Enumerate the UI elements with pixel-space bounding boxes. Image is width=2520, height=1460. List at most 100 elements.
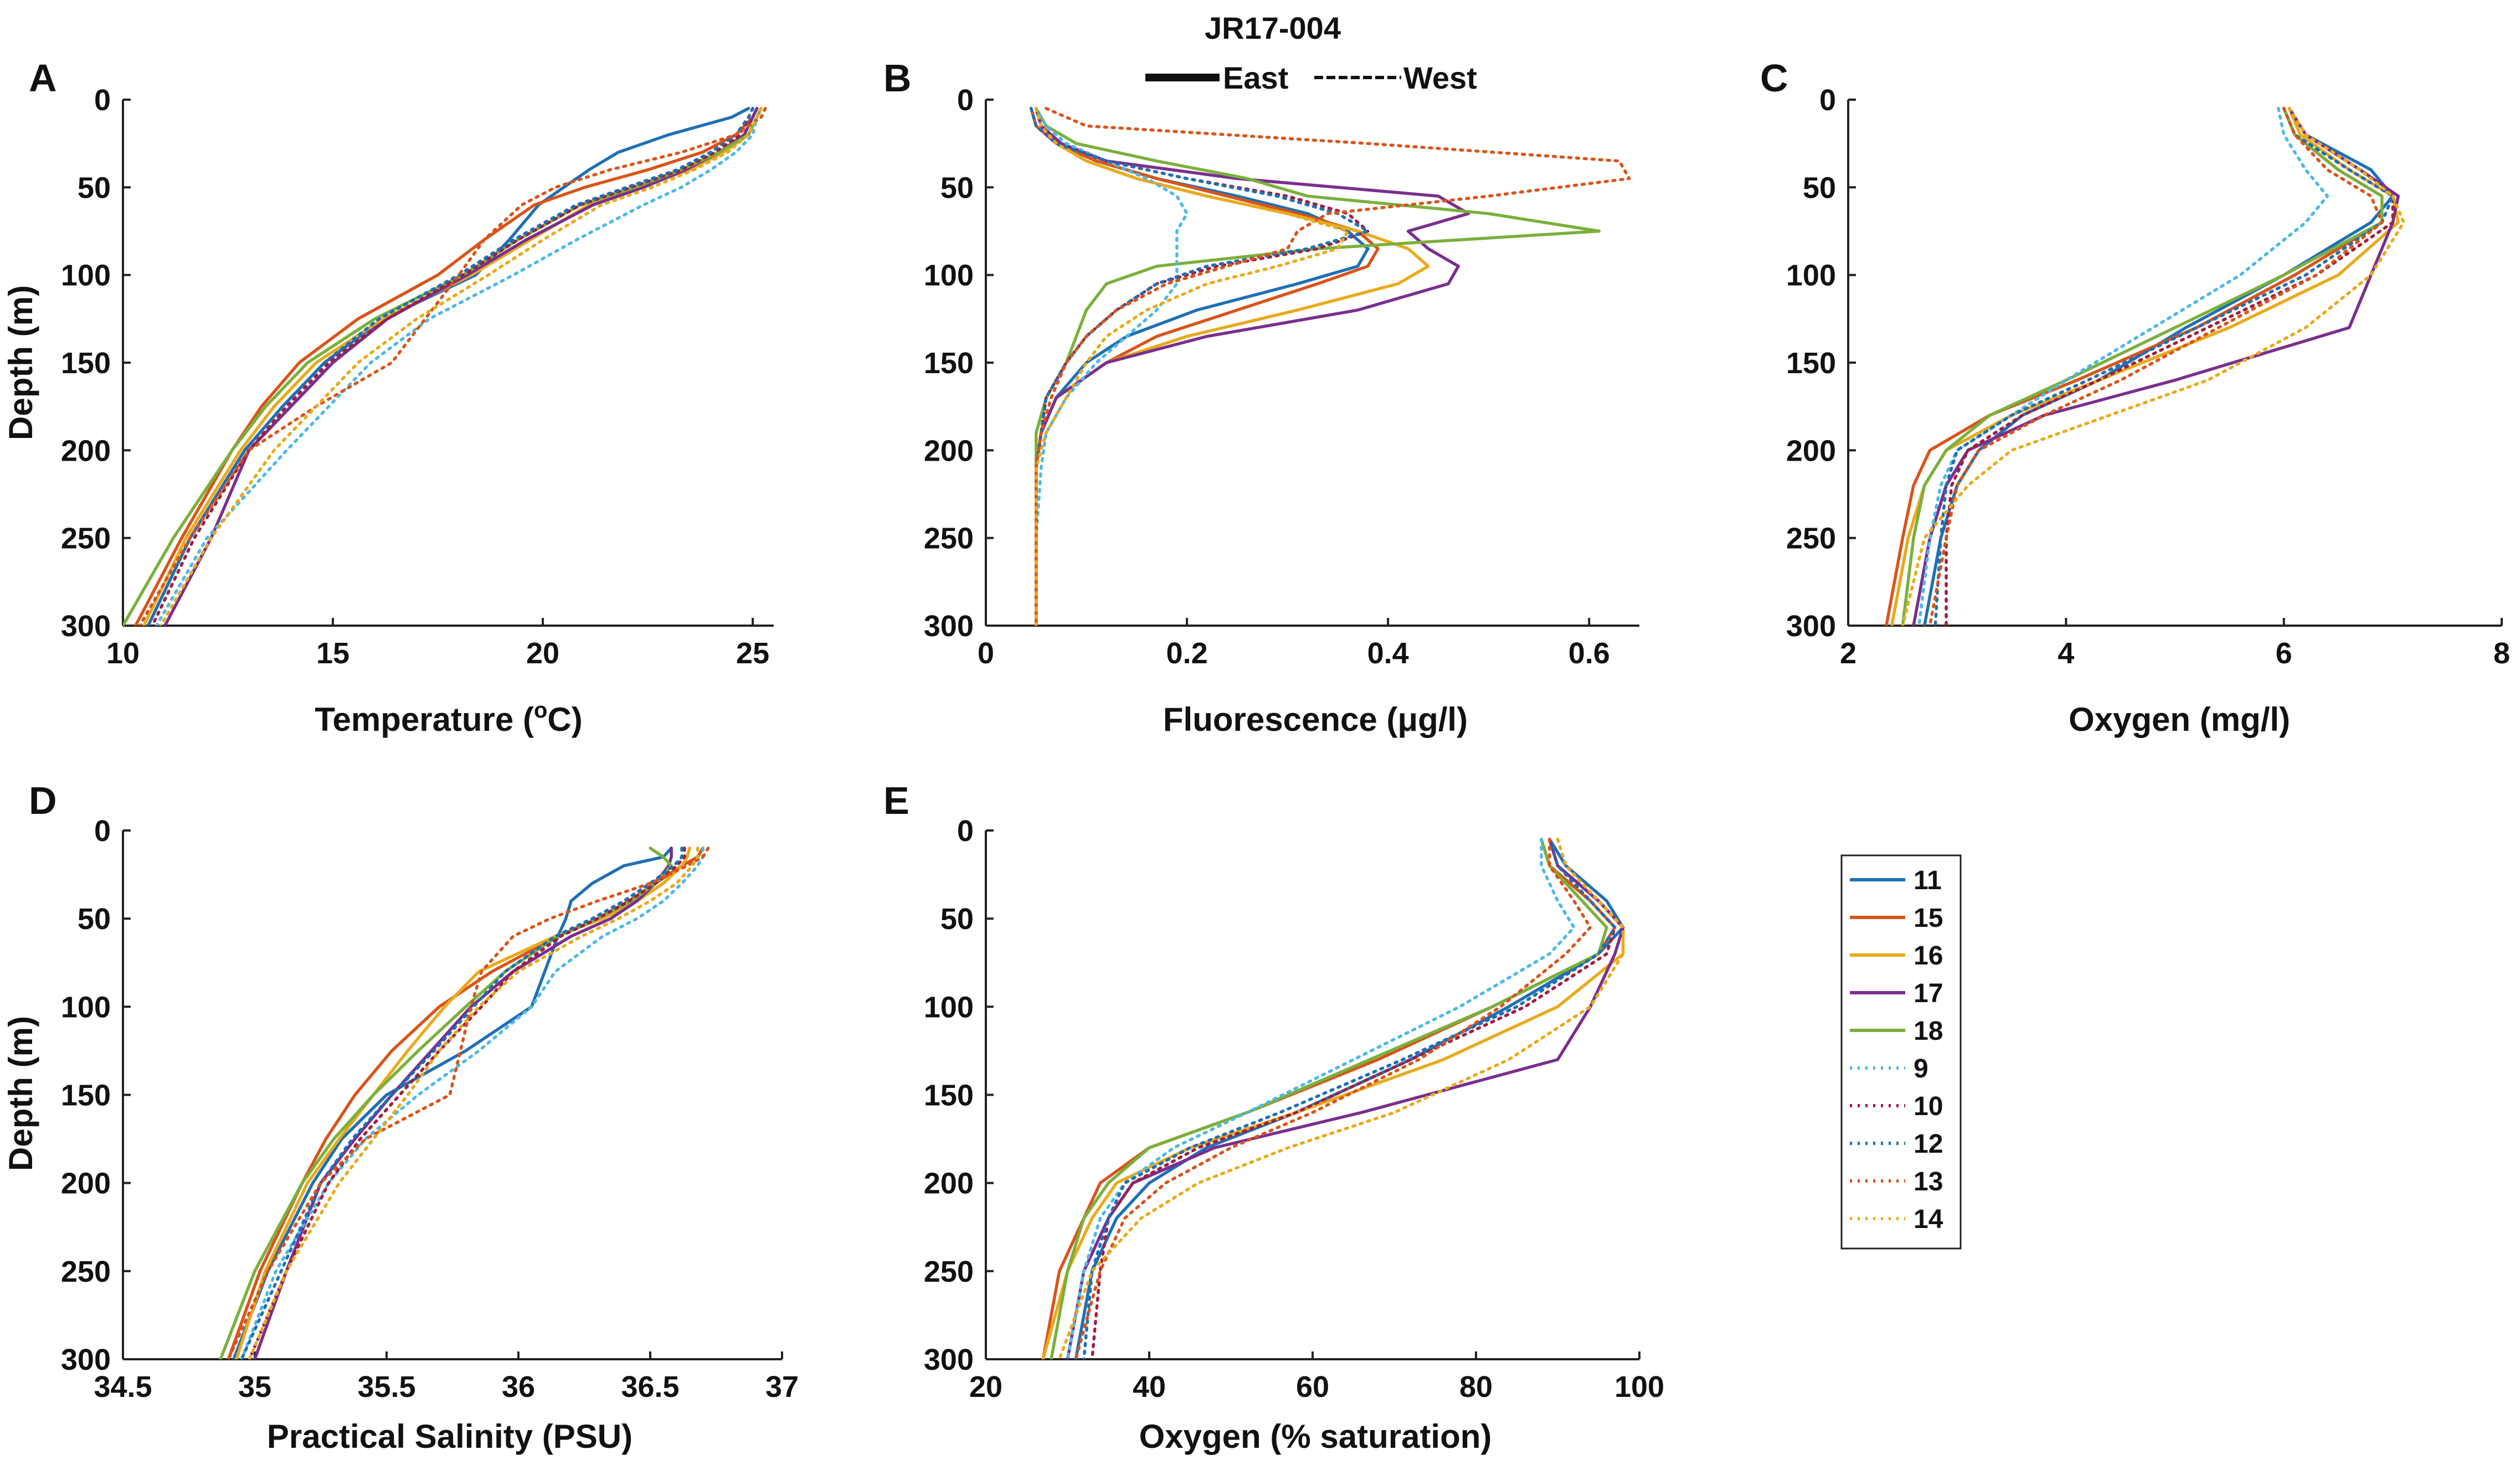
- panel-a-y-title: Depth (m): [2, 285, 39, 440]
- panel-a-station-14-line: [159, 107, 763, 626]
- panel-d-xtick-label: 36.5: [621, 1370, 679, 1404]
- panel-b-xtick-label: 0.4: [1367, 637, 1409, 670]
- legend-label-10: 10: [1914, 1092, 1943, 1121]
- panel-c-xtick-label: 4: [2058, 637, 2074, 670]
- panel-c-xtick-label: 2: [1840, 637, 1856, 670]
- panel-e-ytick-label: 150: [924, 1079, 974, 1112]
- panel-d-ytick-label: 150: [61, 1079, 111, 1112]
- panel-d-y-title: Depth (m): [2, 1016, 39, 1171]
- panel-d-ytick-label: 0: [94, 814, 111, 848]
- panel-c-station-10-line: [1945, 107, 2395, 626]
- panel-a-ytick-label: 200: [61, 434, 111, 467]
- panel-a-station-9-line: [155, 107, 763, 626]
- panel-c-letter: C: [1760, 56, 1788, 100]
- panel-e-station-12-line: [1082, 838, 1617, 1359]
- panel-e-ytick-label: 250: [924, 1255, 974, 1288]
- panel-b-ytick-label: 300: [924, 610, 974, 643]
- legend-box: [1840, 854, 1962, 1250]
- figure-header: JR17-004 East West: [1145, 11, 1477, 95]
- panel-c-station-9-line: [1917, 107, 2329, 626]
- panel-d-ytick-label: 100: [61, 990, 111, 1024]
- panel-c-xtick-label: 8: [2493, 637, 2510, 670]
- panel-e-ytick-label: 100: [924, 990, 974, 1024]
- panel-b-xtick-label: 0: [978, 637, 994, 670]
- legend-label-11: 11: [1914, 866, 1942, 895]
- panel-e-station-14-line: [1058, 838, 1625, 1359]
- panel-b-x-title: Fluorescence (μg/l): [1163, 701, 1468, 738]
- panel-e-ytick-label: 0: [957, 814, 974, 848]
- legend-label-14: 14: [1914, 1205, 1943, 1234]
- panel-a-station-18-line: [123, 107, 763, 626]
- panel-b-ytick-label: 250: [924, 522, 974, 555]
- line-key-west-label: West: [1403, 60, 1477, 95]
- panel-b-letter: B: [883, 56, 912, 100]
- panel-c-ytick-label: 250: [1786, 522, 1836, 555]
- panel-d-xtick-label: 35: [238, 1370, 271, 1404]
- panel-a-station-17-line: [163, 107, 759, 626]
- panel-e-station-11-line: [1074, 838, 1625, 1359]
- panel-d-x-title: Practical Salinity (PSU): [267, 1418, 632, 1455]
- panel-c-ytick-label: 0: [1819, 84, 1836, 117]
- panel-d-station-10-line: [248, 847, 686, 1359]
- panel-b-profiles: [1029, 107, 1631, 626]
- panel-d-station-16-line: [234, 847, 692, 1359]
- panel-c-station-12-line: [1933, 107, 2395, 626]
- panel-a-xtick-label: 10: [106, 637, 140, 670]
- panel-d-xtick-label: 36: [502, 1370, 535, 1404]
- panel-c-station-11-line: [1922, 107, 2395, 626]
- legend-label-16: 16: [1914, 941, 1943, 971]
- panel-e-xtick-label: 60: [1296, 1370, 1329, 1404]
- panel-e-xtick-label: 80: [1459, 1370, 1493, 1404]
- legend-label-15: 15: [1914, 904, 1943, 933]
- panel-a-ytick-label: 50: [78, 171, 111, 204]
- panel-e-station-16-line: [1041, 838, 1625, 1359]
- panel-c-ytick-label: 150: [1786, 347, 1836, 380]
- panel-b-station-18-line: [1035, 107, 1601, 626]
- panel-e-xtick-label: 100: [1614, 1370, 1664, 1404]
- panel-e-x-title: Oxygen (% saturation): [1139, 1418, 1492, 1455]
- panel-d-station-15-line: [227, 847, 704, 1359]
- panel-d-station-17-line: [253, 847, 673, 1359]
- panel-a-ytick-label: 0: [94, 84, 111, 117]
- panel-a-ytick-label: 250: [61, 522, 111, 555]
- panel-a-station-13-line: [138, 107, 767, 626]
- figure-title: JR17-004: [1205, 11, 1341, 45]
- panel-a-station-15-line: [133, 107, 759, 626]
- panel-b-ytick-label: 200: [924, 434, 974, 467]
- panel-d-xtick-label: 35.5: [357, 1370, 415, 1404]
- panel-a-xtick-label: 15: [316, 637, 349, 670]
- panel-a-ytick-label: 150: [61, 347, 111, 380]
- panel-d-ytick-label: 250: [61, 1255, 111, 1288]
- legend-label-12: 12: [1914, 1129, 1943, 1159]
- panel-e-station-10-line: [1091, 838, 1617, 1359]
- panel-c-ytick-label: 50: [1803, 171, 1836, 204]
- panel-e-station-9-line: [1066, 838, 1576, 1359]
- panel-a-letter: A: [29, 56, 57, 100]
- panel-c-station-13-line: [1928, 107, 2384, 626]
- panel-e-letter: E: [883, 779, 909, 822]
- panel-b-xtick-label: 0.6: [1568, 637, 1610, 670]
- panel-b-station-17-line: [1035, 107, 1470, 626]
- legend-label-18: 18: [1914, 1017, 1943, 1046]
- panel-c-ytick-label: 200: [1786, 434, 1836, 467]
- panel-a-profiles: [123, 107, 767, 626]
- panel-b-ytick-label: 50: [940, 171, 974, 204]
- panel-c-station-14-line: [1901, 107, 2405, 626]
- legend-label-9: 9: [1914, 1054, 1928, 1084]
- panel-d-profiles: [219, 847, 710, 1359]
- panel-b-xtick-label: 0.2: [1166, 637, 1208, 670]
- panel-e-ytick-label: 300: [924, 1343, 974, 1376]
- panel-e-xtick-label: 40: [1133, 1370, 1166, 1404]
- panel-c-station-17-line: [1912, 107, 2400, 626]
- line-key-east-label: East: [1223, 60, 1288, 95]
- panel-e-ytick-label: 50: [940, 902, 974, 936]
- panel-c-xtick-label: 6: [2276, 637, 2292, 670]
- legend-label-13: 13: [1914, 1167, 1943, 1196]
